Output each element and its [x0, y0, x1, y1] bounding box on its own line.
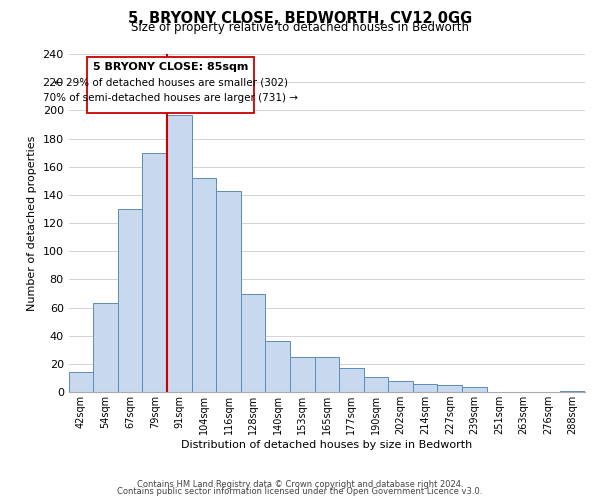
Bar	[462, 386, 487, 392]
Bar	[314, 357, 339, 392]
Text: 5 BRYONY CLOSE: 85sqm: 5 BRYONY CLOSE: 85sqm	[93, 62, 248, 72]
Bar	[388, 381, 413, 392]
X-axis label: Distribution of detached houses by size in Bedworth: Distribution of detached houses by size …	[181, 440, 472, 450]
Text: ← 29% of detached houses are smaller (302): ← 29% of detached houses are smaller (30…	[54, 78, 288, 88]
Text: Size of property relative to detached houses in Bedworth: Size of property relative to detached ho…	[131, 22, 469, 35]
Bar	[68, 372, 93, 392]
Bar	[413, 384, 437, 392]
Bar	[290, 357, 314, 392]
Bar	[241, 294, 265, 392]
Text: 5, BRYONY CLOSE, BEDWORTH, CV12 0GG: 5, BRYONY CLOSE, BEDWORTH, CV12 0GG	[128, 11, 472, 26]
Bar	[339, 368, 364, 392]
Bar	[167, 114, 191, 392]
Bar	[191, 178, 216, 392]
Bar	[142, 152, 167, 392]
Bar	[364, 376, 388, 392]
Bar	[216, 190, 241, 392]
Text: Contains HM Land Registry data © Crown copyright and database right 2024.: Contains HM Land Registry data © Crown c…	[137, 480, 463, 489]
Text: 70% of semi-detached houses are larger (731) →: 70% of semi-detached houses are larger (…	[43, 94, 298, 104]
Text: Contains public sector information licensed under the Open Government Licence v3: Contains public sector information licen…	[118, 487, 482, 496]
Bar	[93, 304, 118, 392]
Bar	[87, 57, 254, 113]
Bar	[560, 391, 585, 392]
Bar	[118, 209, 142, 392]
Y-axis label: Number of detached properties: Number of detached properties	[27, 136, 37, 311]
Bar	[265, 342, 290, 392]
Bar	[437, 385, 462, 392]
